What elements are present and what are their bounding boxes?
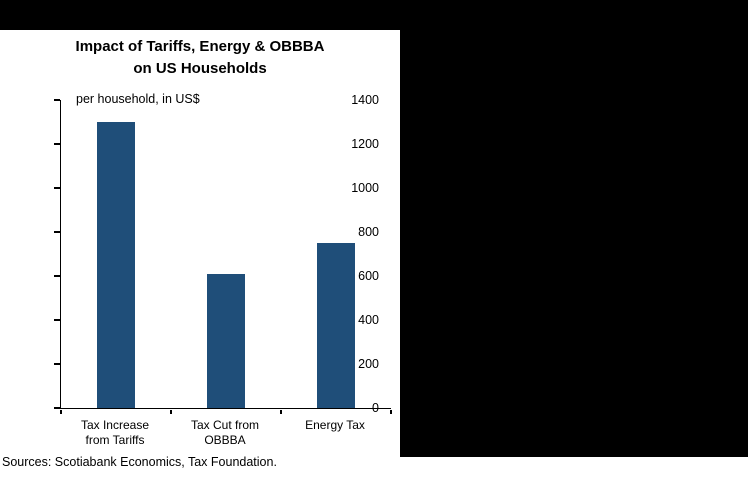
y-axis-tick-label: 0 — [372, 401, 379, 415]
x-axis-category-label-line: from Tariffs — [85, 433, 145, 447]
chart-panel: Impact of Tariffs, Energy & OBBBA on US … — [0, 30, 400, 483]
x-axis-category-label: Energy Tax — [277, 418, 393, 433]
chart-subtitle: per household, in US$ — [76, 92, 200, 106]
bar-2 — [207, 273, 245, 408]
x-axis-category-label-line: Tax Increase — [80, 418, 150, 432]
chart-title-line2: on US Households — [133, 60, 267, 77]
y-axis-tick-mark — [54, 143, 60, 145]
y-axis-tick-label: 1400 — [351, 93, 379, 107]
x-axis-tick-mark — [60, 410, 62, 414]
chart-title: Impact of Tariffs, Energy & OBBBA on US … — [0, 36, 400, 80]
y-axis-tick-label: 1000 — [351, 181, 379, 195]
y-axis-tick-mark — [54, 363, 60, 365]
x-axis-category-label: Tax Cut from OBBBA — [167, 418, 283, 448]
y-axis-tick-mark — [54, 187, 60, 189]
y-axis-tick-label: 1200 — [351, 137, 379, 151]
x-axis-tick-mark — [390, 410, 392, 414]
x-axis-category-label-line: OBBBA — [204, 433, 246, 447]
bar-3 — [317, 243, 355, 408]
x-axis-tick-mark — [170, 410, 172, 414]
source-text: Sources: Scotiabank Economics, Tax Found… — [2, 455, 277, 469]
plot-area: 0 200 400 600 800 1000 1200 1400 — [54, 93, 392, 415]
y-axis-tick-label: 600 — [358, 269, 379, 283]
chart-title-line1: Impact of Tariffs, Energy & OBBBA — [75, 38, 325, 55]
y-axis-tick-mark — [54, 99, 60, 101]
bottom-white-strip — [400, 457, 748, 483]
y-axis-tick-mark — [54, 275, 60, 277]
bar-1 — [97, 122, 135, 408]
x-axis-tick-mark — [280, 410, 282, 414]
y-axis-tick-label: 400 — [358, 313, 379, 327]
y-axis-tick-label: 200 — [358, 357, 379, 371]
y-axis-tick-mark — [54, 231, 60, 233]
y-axis-tick-mark — [54, 407, 60, 409]
x-axis-category-label-line: Energy Tax — [305, 418, 365, 432]
y-axis-tick-mark — [54, 319, 60, 321]
y-axis-tick-label: 800 — [358, 225, 379, 239]
x-axis-category-label: Tax Increase from Tariffs — [57, 418, 173, 448]
x-axis-category-label-line: Tax Cut from — [190, 418, 259, 432]
